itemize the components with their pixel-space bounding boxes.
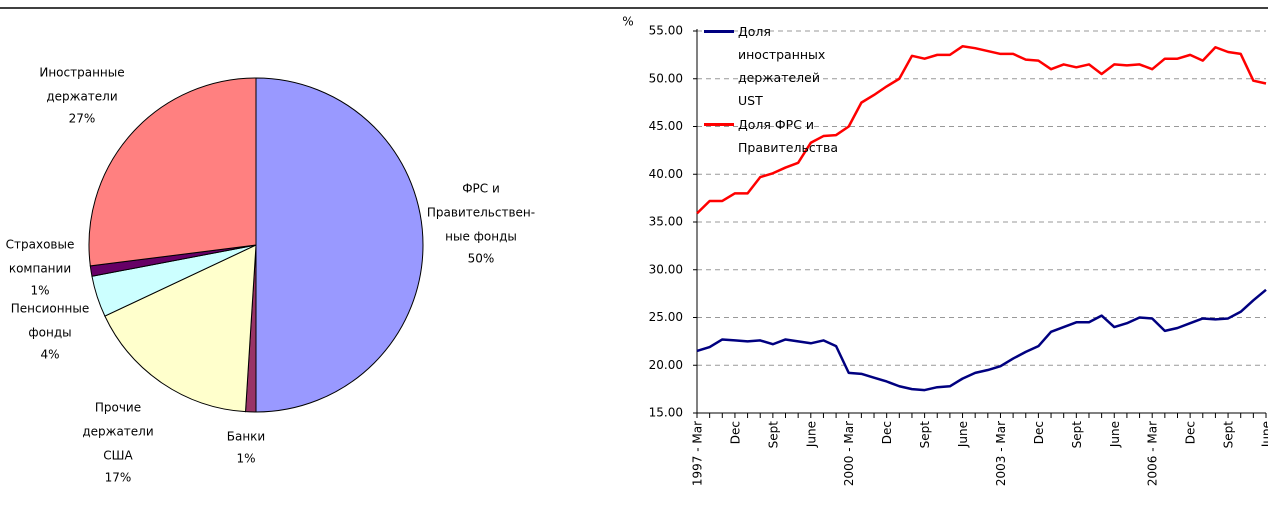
pie-slice [255,77,424,413]
slice-label: компании [9,262,71,276]
slice-value-label: 4% [40,348,59,362]
legend-label: Доля ФРС и Правительства [738,117,838,155]
slice-label: Прочие [95,401,141,415]
legend-swatch [704,30,734,33]
y-tick-label: 50.00 [649,71,683,85]
pie-slice [88,77,257,267]
slice-label: Страховые [6,238,75,252]
y-tick-label: 35.00 [649,215,683,229]
x-tick-label: Sept [918,421,932,449]
legend-label: Доля иностранных держателей UST [738,24,826,108]
y-tick-label: 45.00 [649,119,683,133]
slice-value-label: 27% [69,112,96,126]
slice-value-label: 1% [30,284,49,298]
y-tick-label: 25.00 [649,310,683,324]
y-tick-label: 20.00 [649,358,683,372]
slice-value-label: 17% [105,471,132,485]
slice-label: Пенсионные [11,302,90,316]
legend-swatch [704,123,734,126]
x-tick-label: Dec [880,421,894,444]
slice-label: Банки [227,430,265,444]
series-line [696,288,1267,392]
slice-label: Правительствен- [427,206,535,220]
x-tick-label: Sept [1222,421,1236,449]
slice-value-label: 50% [468,252,495,266]
series-line [696,45,1267,215]
x-tick-label: Dec [1184,421,1198,444]
y-tick-label: 55.00 [649,24,683,38]
x-tick-label: June [1260,421,1268,448]
slice-label: фонды [28,326,71,340]
slice-value-label: 1% [236,452,255,466]
legend-item: Доля ФРС и Правительства [704,113,848,159]
x-tick-label: 2000 - Mar [842,421,856,486]
x-tick-label: 2006 - Mar [1146,421,1160,486]
slice-label: держатели [46,90,117,104]
pie-slice [104,244,257,413]
x-tick-label: Dec [1032,421,1046,444]
y-tick-label: 15.00 [649,406,683,420]
slice-label: США [103,449,133,463]
slice-label: ные фонды [445,230,517,244]
y-unit: % [622,15,633,29]
legend-item: Доля иностранных держателей UST [704,20,848,112]
x-tick-label: Dec [728,421,742,444]
y-tick-label: 40.00 [649,167,683,181]
x-tick-label: June [804,421,818,448]
legend: Доля иностранных держателей UST Доля ФРС … [704,20,848,160]
slice-label: ФРС и [462,182,500,196]
slice-label: Иностранные [39,66,124,80]
x-tick-label: June [956,421,970,448]
slice-label: держатели [82,425,153,439]
x-tick-label: June [1108,421,1122,448]
x-tick-label: 2003 - Mar [994,421,1008,486]
x-tick-label: Sept [1070,421,1084,449]
x-tick-label: 1997 - Mar [691,421,705,486]
y-tick-label: 30.00 [649,262,683,276]
x-tick-label: Sept [766,421,780,449]
